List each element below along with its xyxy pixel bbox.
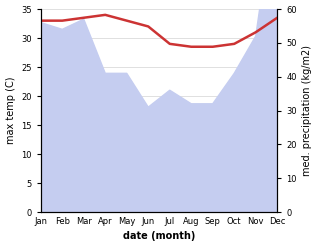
X-axis label: date (month): date (month) — [123, 231, 195, 242]
Y-axis label: med. precipitation (kg/m2): med. precipitation (kg/m2) — [302, 45, 313, 176]
Y-axis label: max temp (C): max temp (C) — [5, 77, 16, 144]
